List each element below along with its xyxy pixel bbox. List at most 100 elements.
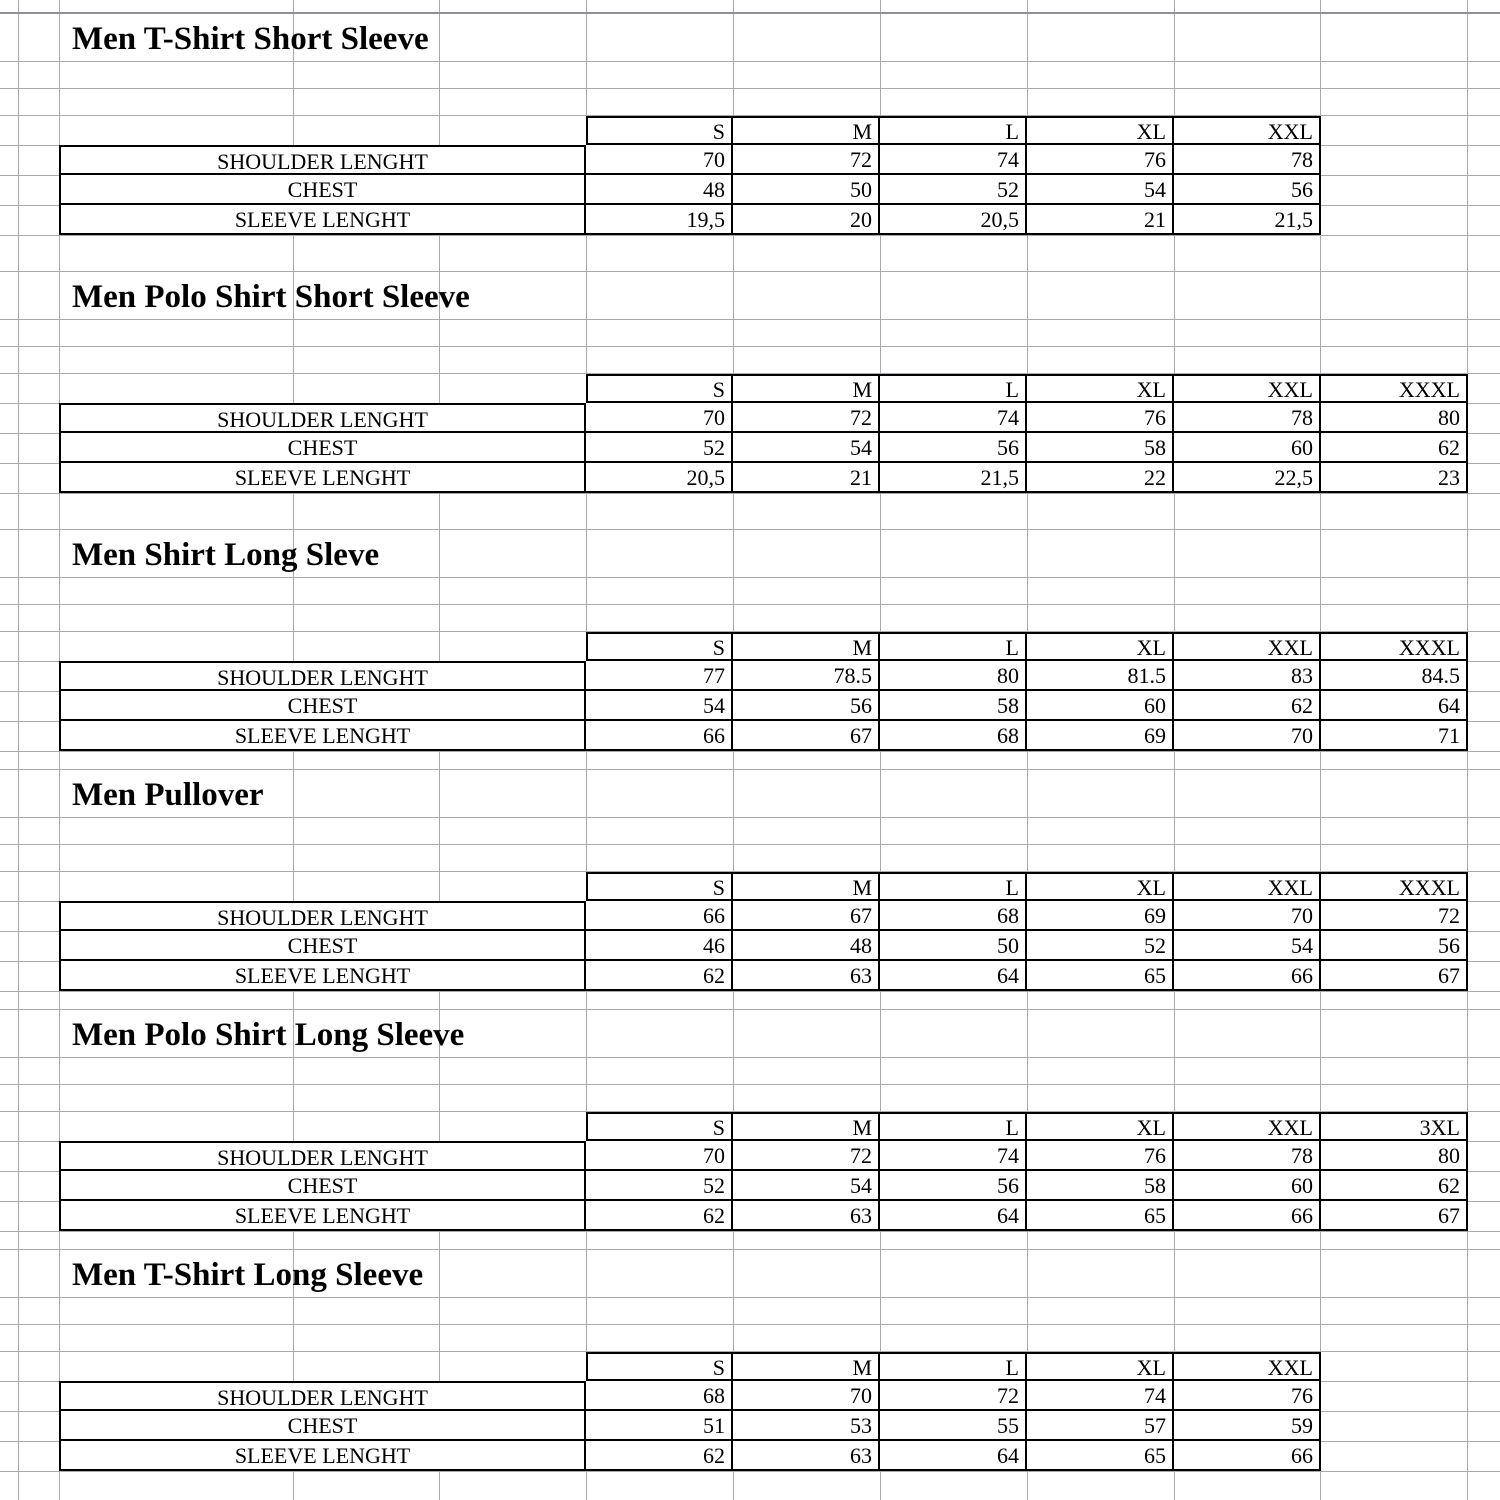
value-cell[interactable]: 81.5: [1027, 661, 1174, 691]
row-label-cell[interactable]: SLEEVE LENGHT: [59, 961, 586, 991]
size-header-cell[interactable]: XXL: [1174, 374, 1321, 403]
value-cell[interactable]: 54: [733, 433, 880, 463]
value-cell[interactable]: 50: [733, 175, 880, 205]
size-header-cell[interactable]: S: [586, 374, 733, 403]
size-header-cell[interactable]: XXL: [1174, 872, 1321, 901]
size-header-cell[interactable]: S: [586, 872, 733, 901]
value-cell[interactable]: 74: [1027, 1381, 1174, 1411]
value-cell[interactable]: 72: [733, 1141, 880, 1171]
section-title[interactable]: Men Polo Shirt Short Sleeve: [72, 279, 470, 315]
value-cell[interactable]: 72: [880, 1381, 1027, 1411]
value-cell[interactable]: 66: [586, 901, 733, 931]
value-cell[interactable]: 64: [880, 1201, 1027, 1231]
size-header-cell[interactable]: XXXL: [1321, 872, 1468, 901]
value-cell[interactable]: 57: [1027, 1411, 1174, 1441]
value-cell[interactable]: 76: [1027, 1141, 1174, 1171]
value-cell[interactable]: 52: [880, 175, 1027, 205]
value-cell[interactable]: 68: [880, 901, 1027, 931]
size-header-cell[interactable]: XL: [1027, 1112, 1174, 1141]
value-cell[interactable]: 60: [1174, 1171, 1321, 1201]
size-header-cell[interactable]: L: [880, 632, 1027, 661]
value-cell[interactable]: 63: [733, 1441, 880, 1471]
value-cell[interactable]: 70: [1174, 721, 1321, 751]
size-header-cell[interactable]: S: [586, 632, 733, 661]
row-label-cell[interactable]: SLEEVE LENGHT: [59, 721, 586, 751]
row-label-cell[interactable]: CHEST: [59, 433, 586, 463]
size-header-cell[interactable]: XL: [1027, 632, 1174, 661]
size-header-cell[interactable]: M: [733, 116, 880, 145]
value-cell[interactable]: 78: [1174, 1141, 1321, 1171]
value-cell[interactable]: 59: [1174, 1411, 1321, 1441]
value-cell[interactable]: 56: [880, 433, 1027, 463]
value-cell[interactable]: 78.5: [733, 661, 880, 691]
value-cell[interactable]: 50: [880, 931, 1027, 961]
value-cell[interactable]: 64: [1321, 691, 1468, 721]
value-cell[interactable]: 56: [733, 691, 880, 721]
value-cell[interactable]: 67: [733, 721, 880, 751]
value-cell[interactable]: 63: [733, 1201, 880, 1231]
value-cell[interactable]: 66: [1174, 1441, 1321, 1471]
row-label-cell[interactable]: SLEEVE LENGHT: [59, 1201, 586, 1231]
value-cell[interactable]: 70: [733, 1381, 880, 1411]
value-cell[interactable]: 74: [880, 403, 1027, 433]
value-cell[interactable]: 78: [1174, 145, 1321, 175]
row-label-cell[interactable]: CHEST: [59, 931, 586, 961]
value-cell[interactable]: 76: [1027, 403, 1174, 433]
section-title[interactable]: Men Polo Shirt Long Sleeve: [72, 1017, 465, 1053]
value-cell[interactable]: 54: [1027, 175, 1174, 205]
size-header-cell[interactable]: XXL: [1174, 1352, 1321, 1381]
row-label-cell[interactable]: SLEEVE LENGHT: [59, 1441, 586, 1471]
size-header-cell[interactable]: M: [733, 1352, 880, 1381]
value-cell[interactable]: 58: [1027, 1171, 1174, 1201]
size-header-cell[interactable]: XL: [1027, 374, 1174, 403]
value-cell[interactable]: 67: [733, 901, 880, 931]
row-label-cell[interactable]: SHOULDER LENGHT: [59, 403, 586, 433]
value-cell[interactable]: 64: [880, 961, 1027, 991]
value-cell[interactable]: 66: [1174, 1201, 1321, 1231]
size-header-cell[interactable]: M: [733, 374, 880, 403]
value-cell[interactable]: 80: [1321, 403, 1468, 433]
value-cell[interactable]: 66: [586, 721, 733, 751]
value-cell[interactable]: 80: [880, 661, 1027, 691]
size-header-cell[interactable]: XL: [1027, 872, 1174, 901]
size-header-cell[interactable]: L: [880, 872, 1027, 901]
size-header-cell[interactable]: L: [880, 1352, 1027, 1381]
value-cell[interactable]: 65: [1027, 1441, 1174, 1471]
value-cell[interactable]: 60: [1027, 691, 1174, 721]
size-header-cell[interactable]: L: [880, 116, 1027, 145]
value-cell[interactable]: 70: [586, 145, 733, 175]
value-cell[interactable]: 71: [1321, 721, 1468, 751]
row-label-cell[interactable]: SHOULDER LENGHT: [59, 901, 586, 931]
value-cell[interactable]: 53: [733, 1411, 880, 1441]
size-header-cell[interactable]: 3XL: [1321, 1112, 1468, 1141]
value-cell[interactable]: 78: [1174, 403, 1321, 433]
value-cell[interactable]: 72: [733, 145, 880, 175]
value-cell[interactable]: 70: [586, 403, 733, 433]
value-cell[interactable]: 56: [880, 1171, 1027, 1201]
value-cell[interactable]: 22,5: [1174, 463, 1321, 493]
value-cell[interactable]: 51: [586, 1411, 733, 1441]
value-cell[interactable]: 64: [880, 1441, 1027, 1471]
size-header-cell[interactable]: XXL: [1174, 1112, 1321, 1141]
value-cell[interactable]: 69: [1027, 721, 1174, 751]
value-cell[interactable]: 54: [586, 691, 733, 721]
size-header-cell[interactable]: S: [586, 1112, 733, 1141]
section-title[interactable]: Men T-Shirt Long Sleeve: [72, 1257, 424, 1293]
value-cell[interactable]: 21: [1027, 205, 1174, 235]
size-header-cell[interactable]: L: [880, 1112, 1027, 1141]
value-cell[interactable]: 19,5: [586, 205, 733, 235]
value-cell[interactable]: 21,5: [1174, 205, 1321, 235]
value-cell[interactable]: 80: [1321, 1141, 1468, 1171]
value-cell[interactable]: 62: [1321, 1171, 1468, 1201]
value-cell[interactable]: 70: [1174, 901, 1321, 931]
value-cell[interactable]: 76: [1027, 145, 1174, 175]
size-header-cell[interactable]: XL: [1027, 1352, 1174, 1381]
value-cell[interactable]: 52: [1027, 931, 1174, 961]
size-header-cell[interactable]: XXXL: [1321, 374, 1468, 403]
size-header-cell[interactable]: XXXL: [1321, 632, 1468, 661]
value-cell[interactable]: 74: [880, 1141, 1027, 1171]
value-cell[interactable]: 54: [1174, 931, 1321, 961]
row-label-cell[interactable]: CHEST: [59, 1171, 586, 1201]
value-cell[interactable]: 20,5: [880, 205, 1027, 235]
value-cell[interactable]: 62: [586, 961, 733, 991]
